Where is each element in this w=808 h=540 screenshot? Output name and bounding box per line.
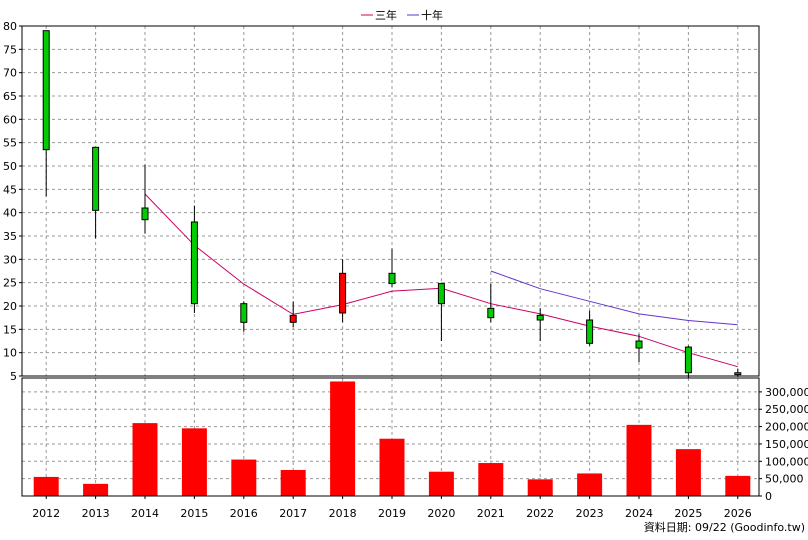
price-frame xyxy=(21,25,760,377)
price-tick-label: 25 xyxy=(3,277,17,290)
volume-tick-label: 0 xyxy=(765,490,772,503)
volume-bar xyxy=(231,459,257,496)
price-tick-label: 10 xyxy=(3,347,17,360)
candlesticks xyxy=(42,30,742,379)
candle-body xyxy=(190,221,198,305)
volume-bar xyxy=(83,483,109,496)
x-tick-label: 2016 xyxy=(230,507,258,520)
volume-bar xyxy=(478,463,504,496)
volume-bar xyxy=(527,479,553,496)
x-tick-label: 2013 xyxy=(82,507,110,520)
price-tick-label: 60 xyxy=(3,113,17,126)
candle-body xyxy=(437,283,445,305)
x-tick-label: 2023 xyxy=(576,507,604,520)
volume-tick-label: 250,000 xyxy=(765,403,808,416)
volume-bar xyxy=(428,471,454,496)
x-tick-label: 2014 xyxy=(131,507,159,520)
volume-bar xyxy=(181,428,207,496)
x-tick-label: 2020 xyxy=(427,507,455,520)
price-axis-ticks: 5 10 15 20 25 30 35 40 45 50 55 60 65 70 75 80 xyxy=(3,20,22,383)
candle-body xyxy=(734,372,742,376)
chart-legend: 三年 十年 xyxy=(361,8,443,22)
x-tick-label: 2025 xyxy=(674,507,702,520)
volume-bar xyxy=(280,469,306,496)
volume-frame xyxy=(21,377,760,497)
price-tick-label: 50 xyxy=(3,160,17,173)
price-tick-label: 30 xyxy=(3,253,17,266)
candle-body xyxy=(388,272,396,285)
x-tick-label: 2012 xyxy=(32,507,60,520)
price-tick-label: 5 xyxy=(10,370,17,383)
price-tick-label: 20 xyxy=(3,300,17,313)
volume-bar xyxy=(577,473,603,496)
candle-body xyxy=(684,346,692,374)
x-tick-label: 2021 xyxy=(477,507,505,520)
candle-body xyxy=(536,314,544,321)
volume-tick-label: 100,000 xyxy=(765,455,808,468)
x-tick-label: 2022 xyxy=(526,507,554,520)
price-tick-label: 45 xyxy=(3,183,17,196)
volume-tick-label: 150,000 xyxy=(765,438,808,451)
candle-body xyxy=(42,30,50,151)
legend-label-3yr: 三年 xyxy=(375,8,397,22)
x-tick-label: 2019 xyxy=(378,507,406,520)
x-tick-label: 2024 xyxy=(625,507,653,520)
x-axis-ticks: 2012 2013 2014 2015 2016 2017 2018 2019 2020 2021… xyxy=(32,496,752,520)
volume-bar xyxy=(33,476,59,496)
candle-body xyxy=(141,207,149,221)
candle-body xyxy=(487,307,495,319)
candle-body xyxy=(586,319,594,344)
x-tick-label: 2018 xyxy=(329,507,357,520)
volume-bar xyxy=(675,449,701,496)
candle-body xyxy=(92,146,100,211)
price-grid xyxy=(22,25,759,376)
volume-tick-label: 200,000 xyxy=(765,421,808,434)
volume-bar xyxy=(132,423,158,496)
volume-bar xyxy=(725,475,751,496)
price-tick-label: 75 xyxy=(3,43,17,56)
x-tick-label: 2015 xyxy=(180,507,208,520)
volume-bar xyxy=(330,381,356,496)
candle-body xyxy=(635,340,643,349)
ma-line xyxy=(490,270,738,326)
price-tick-label: 55 xyxy=(3,137,17,150)
price-tick-label: 35 xyxy=(3,230,17,243)
volume-bars xyxy=(33,381,751,496)
x-tick-label: 2026 xyxy=(724,507,752,520)
price-tick-label: 40 xyxy=(3,207,17,220)
volume-bar xyxy=(379,438,405,496)
volume-tick-label: 300,000 xyxy=(765,386,808,399)
price-tick-label: 70 xyxy=(3,67,17,80)
axes xyxy=(21,25,760,497)
volume-tick-label: 50,000 xyxy=(765,473,804,486)
price-tick-label: 65 xyxy=(3,90,17,103)
price-tick-label: 15 xyxy=(3,323,17,336)
source-note: 資料日期: 09/22 (Goodinfo.tw) xyxy=(644,520,805,534)
volume-axis-ticks: 0 50,000 100,000 150,000 200,000 250,000 300,0… xyxy=(759,386,808,503)
candle-body xyxy=(240,303,248,323)
price-tick-label: 80 xyxy=(3,20,17,33)
candle-body xyxy=(289,314,297,323)
volume-bar xyxy=(626,424,652,496)
x-tick-label: 2017 xyxy=(279,507,307,520)
candle-body xyxy=(339,272,347,314)
legend-label-10yr: 十年 xyxy=(421,8,443,22)
